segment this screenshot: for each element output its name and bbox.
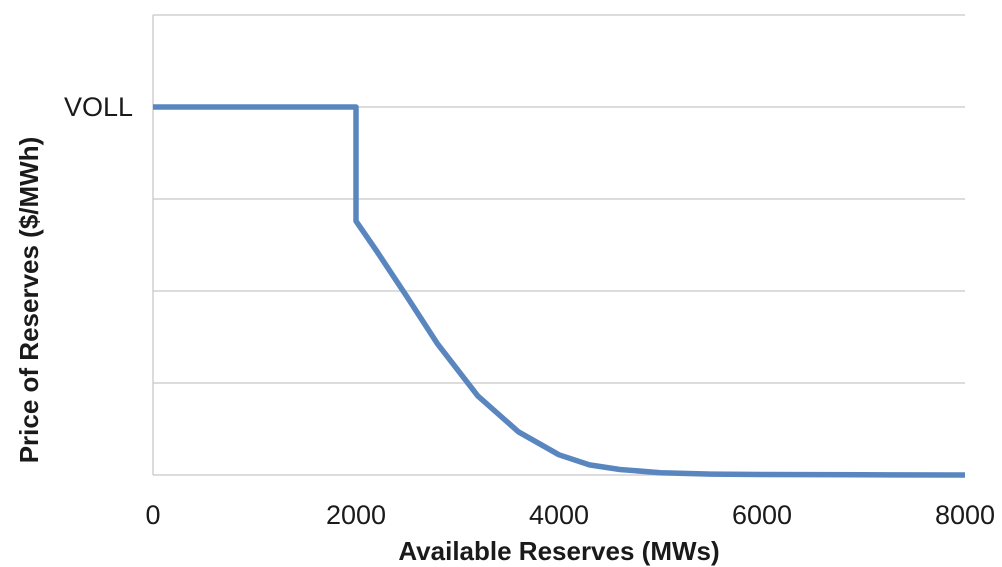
- x-tick-labels: 0 2000 4000 6000 8000: [145, 500, 995, 530]
- x-tick-label-4000: 4000: [529, 500, 589, 530]
- x-tick-label-8000: 8000: [935, 500, 995, 530]
- gridlines: [153, 14, 965, 476]
- series-line-0: [153, 104, 966, 478]
- x-axis-title: Available Reserves (MWs): [398, 536, 719, 566]
- x-tick-label-6000: 6000: [732, 500, 792, 530]
- series-lines: [153, 104, 966, 478]
- x-tick-label-2000: 2000: [326, 500, 386, 530]
- y-axis-title: Price of Reserves ($/MWh): [14, 137, 44, 464]
- x-tick-label-0: 0: [145, 500, 160, 530]
- y-tick-label-voll: VOLL: [64, 92, 133, 122]
- y-tick-labels: VOLL: [64, 92, 133, 122]
